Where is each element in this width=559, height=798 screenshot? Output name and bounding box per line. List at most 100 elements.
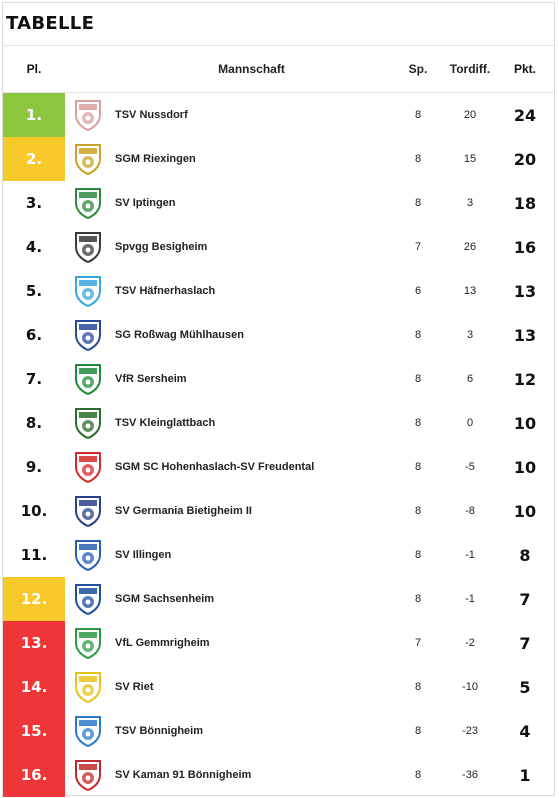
points: 16 bbox=[513, 237, 537, 257]
table-row[interactable]: 12. SGM Sachsenheim 8 -1 7 bbox=[3, 577, 554, 621]
tsv-kleinglattbach-crest-icon bbox=[65, 401, 111, 445]
sv-germania-crest-icon bbox=[65, 489, 111, 533]
goal-difference: -23 bbox=[462, 725, 478, 737]
header-goal-difference: Tordiff. bbox=[449, 62, 491, 76]
games-played: 8 bbox=[414, 681, 422, 693]
sv-riet-crest-icon bbox=[65, 665, 111, 709]
goal-difference: -2 bbox=[465, 637, 475, 649]
position-cell: 11. bbox=[20, 546, 48, 564]
position-cell: 9. bbox=[25, 458, 43, 476]
team-name[interactable]: TSV Bönnigheim bbox=[115, 725, 203, 737]
games-played: 8 bbox=[414, 549, 422, 561]
goal-difference: -5 bbox=[465, 461, 475, 473]
table-row[interactable]: 1. TSV Nussdorf 8 20 24 bbox=[3, 93, 554, 137]
sv-iptingen-crest-icon bbox=[65, 181, 111, 225]
points: 4 bbox=[519, 721, 531, 741]
points: 10 bbox=[513, 457, 537, 477]
position-cell: 12. bbox=[3, 577, 65, 621]
team-name[interactable]: TSV Kleinglattbach bbox=[115, 417, 216, 429]
team-name[interactable]: SV Germania Bietigheim II bbox=[115, 505, 252, 517]
team-name[interactable]: SGM Sachsenheim bbox=[115, 593, 215, 605]
table-row[interactable]: 9. SGM SC Hohenhaslach-SV Freudental 8 -5 10 bbox=[3, 445, 554, 489]
team-name[interactable]: SV Iptingen bbox=[115, 197, 176, 209]
goal-difference: -10 bbox=[462, 681, 478, 693]
table-row[interactable]: 5. TSV Häfnerhaslach 6 13 13 bbox=[3, 269, 554, 313]
games-played: 7 bbox=[414, 637, 422, 649]
position-cell: 16. bbox=[3, 753, 65, 797]
team-name[interactable]: VfR Sersheim bbox=[115, 373, 187, 385]
goal-difference: 15 bbox=[463, 153, 477, 165]
position-cell: 3. bbox=[25, 194, 43, 212]
team-name[interactable]: SGM Riexingen bbox=[115, 153, 196, 165]
header-position: Pl. bbox=[26, 62, 42, 76]
team-name[interactable]: VfL Gemmrigheim bbox=[115, 637, 210, 649]
team-name[interactable]: SV Illingen bbox=[115, 549, 172, 561]
games-played: 6 bbox=[414, 285, 422, 297]
position-cell: 4. bbox=[25, 238, 43, 256]
table-row[interactable]: 16. SV Kaman 91 Bönnigheim 8 -36 1 bbox=[3, 753, 554, 797]
table-row[interactable]: 7. VfR Sersheim 8 6 12 bbox=[3, 357, 554, 401]
table-row[interactable]: 14. SV Riet 8 -10 5 bbox=[3, 665, 554, 709]
sgm-riexingen-crest-icon bbox=[65, 137, 111, 181]
table-row[interactable]: 2. SGM Riexingen 8 15 20 bbox=[3, 137, 554, 181]
position-cell: 8. bbox=[25, 414, 43, 432]
points: 12 bbox=[513, 369, 537, 389]
table-row[interactable]: 15. TSV Bönnigheim 8 -23 4 bbox=[3, 709, 554, 753]
goal-difference: 20 bbox=[463, 109, 477, 121]
goal-difference: 6 bbox=[466, 373, 474, 385]
points: 5 bbox=[519, 677, 531, 697]
table-row[interactable]: 4. Spvgg Besigheim 7 26 16 bbox=[3, 225, 554, 269]
points: 7 bbox=[519, 633, 531, 653]
games-played: 8 bbox=[414, 769, 422, 781]
position-cell: 14. bbox=[3, 665, 65, 709]
team-name[interactable]: SV Riet bbox=[115, 681, 154, 693]
table-row[interactable]: 6. SG Roßwag Mühlhausen 8 3 13 bbox=[3, 313, 554, 357]
tsv-nussdorf-crest-icon bbox=[65, 93, 111, 137]
sgm-sachsenheim-crest-icon bbox=[65, 577, 111, 621]
table-row[interactable]: 11. SV Illingen 8 -1 8 bbox=[3, 533, 554, 577]
sv-illingen-crest-icon bbox=[65, 533, 111, 577]
table-header-row: Pl. Mannschaft Sp. Tordiff. Pkt. bbox=[3, 46, 554, 93]
points: 13 bbox=[513, 325, 537, 345]
table-row[interactable]: 10. SV Germania Bietigheim II 8 -8 10 bbox=[3, 489, 554, 533]
team-name[interactable]: TSV Nussdorf bbox=[115, 109, 188, 121]
vfl-gemmrigheim-crest-icon bbox=[65, 621, 111, 665]
goal-difference: -1 bbox=[465, 593, 475, 605]
games-played: 8 bbox=[414, 505, 422, 517]
games-played: 8 bbox=[414, 153, 422, 165]
points: 8 bbox=[519, 545, 531, 565]
team-name[interactable]: SV Kaman 91 Bönnigheim bbox=[115, 769, 252, 781]
games-played: 8 bbox=[414, 461, 422, 473]
position-cell: 15. bbox=[3, 709, 65, 753]
goal-difference: -8 bbox=[465, 505, 475, 517]
position-cell: 2. bbox=[3, 137, 65, 181]
sg-rosswag-crest-icon bbox=[65, 313, 111, 357]
team-name[interactable]: SG Roßwag Mühlhausen bbox=[115, 329, 244, 341]
table-row[interactable]: 8. TSV Kleinglattbach 8 0 10 bbox=[3, 401, 554, 445]
games-played: 8 bbox=[414, 417, 422, 429]
position-cell: 7. bbox=[25, 370, 43, 388]
table-row[interactable]: 3. SV Iptingen 8 3 18 bbox=[3, 181, 554, 225]
sv-kaman-crest-icon bbox=[65, 753, 111, 797]
tsv-boennigheim-crest-icon bbox=[65, 709, 111, 753]
position-cell: 10. bbox=[20, 502, 48, 520]
team-name[interactable]: SGM SC Hohenhaslach-SV Freudental bbox=[115, 461, 315, 473]
table-body: 1. TSV Nussdorf 8 20 24 2. SGM Riexingen 8 15 20 3… bbox=[3, 93, 554, 797]
games-played: 8 bbox=[414, 329, 422, 341]
team-name[interactable]: TSV Häfnerhaslach bbox=[115, 285, 216, 297]
goal-difference: -1 bbox=[465, 549, 475, 561]
table-row[interactable]: 13. VfL Gemmrigheim 7 -2 7 bbox=[3, 621, 554, 665]
games-played: 8 bbox=[414, 109, 422, 121]
spvgg-besigheim-crest-icon bbox=[65, 225, 111, 269]
sgm-hohenhaslach-crest-icon bbox=[65, 445, 111, 489]
tsv-haefnerhaslach-crest-icon bbox=[65, 269, 111, 313]
team-name[interactable]: Spvgg Besigheim bbox=[115, 241, 208, 253]
vfr-sersheim-crest-icon bbox=[65, 357, 111, 401]
points: 18 bbox=[513, 193, 537, 213]
points: 7 bbox=[519, 589, 531, 609]
position-cell: 6. bbox=[25, 326, 43, 344]
points: 10 bbox=[513, 413, 537, 433]
goal-difference: 13 bbox=[463, 285, 477, 297]
points: 1 bbox=[519, 765, 531, 785]
